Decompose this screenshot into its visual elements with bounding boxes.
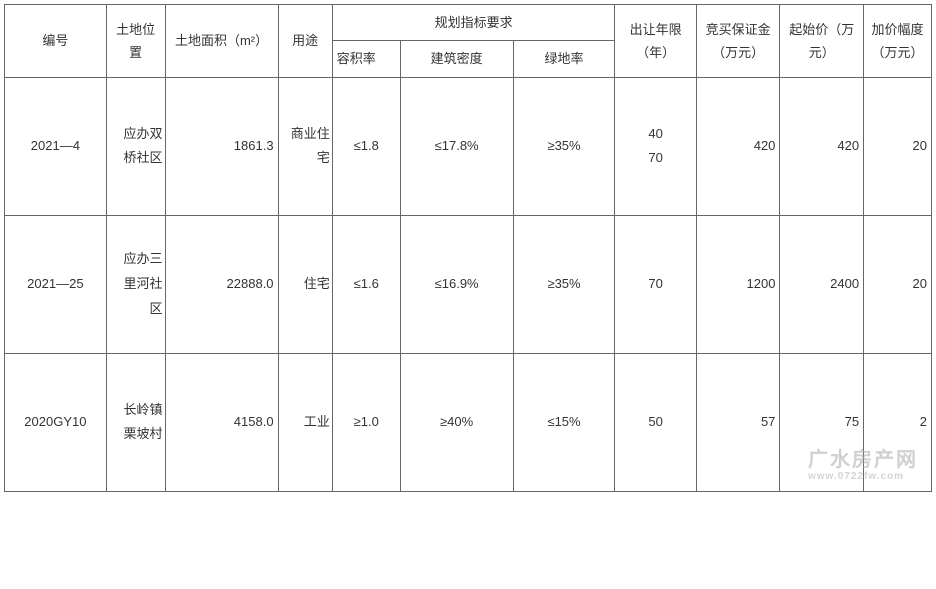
header-green: 绿地率 (513, 41, 615, 77)
cell-far: ≤1.6 (332, 215, 400, 353)
cell-term: 50 (615, 353, 696, 491)
land-listing-table: 编号 土地位置 土地面积（m²） 用途 规划指标要求 出让年限（年） 竞买保证金… (4, 4, 932, 492)
cell-location: 长岭镇栗坡村 (106, 353, 165, 491)
cell-far: ≥1.0 (332, 353, 400, 491)
cell-density: ≥40% (400, 353, 513, 491)
header-area: 土地面积（m²） (165, 5, 278, 78)
cell-location: 应办三里河社区 (106, 215, 165, 353)
cell-start-price: 75 (780, 353, 864, 491)
cell-area: 22888.0 (165, 215, 278, 353)
cell-location: 应办双桥社区 (106, 77, 165, 215)
header-far: 容积率 (332, 41, 400, 77)
table-body: 2021—4 应办双桥社区 1861.3 商业住宅 ≤1.8 ≤17.8% ≥3… (5, 77, 932, 491)
header-location: 土地位置 (106, 5, 165, 78)
header-increment: 加价幅度（万元） (864, 5, 932, 78)
header-deposit: 竞买保证金（万元） (696, 5, 780, 78)
cell-area: 4158.0 (165, 353, 278, 491)
table-row: 2021—25 应办三里河社区 22888.0 住宅 ≤1.6 ≤16.9% ≥… (5, 215, 932, 353)
cell-use: 住宅 (278, 215, 332, 353)
header-density: 建筑密度 (400, 41, 513, 77)
cell-term: 70 (615, 215, 696, 353)
header-planning-group: 规划指标要求 (332, 5, 615, 41)
cell-id: 2021—4 (5, 77, 107, 215)
table-row: 2020GY10 长岭镇栗坡村 4158.0 工业 ≥1.0 ≥40% ≤15%… (5, 353, 932, 491)
cell-deposit: 57 (696, 353, 780, 491)
table-row: 2021—4 应办双桥社区 1861.3 商业住宅 ≤1.8 ≤17.8% ≥3… (5, 77, 932, 215)
cell-increment: 20 (864, 215, 932, 353)
cell-far: ≤1.8 (332, 77, 400, 215)
cell-use: 商业住宅 (278, 77, 332, 215)
cell-area: 1861.3 (165, 77, 278, 215)
header-start-price: 起始价（万元） (780, 5, 864, 78)
header-term: 出让年限（年） (615, 5, 696, 78)
cell-id: 2021—25 (5, 215, 107, 353)
cell-green: ≤15% (513, 353, 615, 491)
cell-use: 工业 (278, 353, 332, 491)
table-header: 编号 土地位置 土地面积（m²） 用途 规划指标要求 出让年限（年） 竞买保证金… (5, 5, 932, 78)
cell-increment: 2 (864, 353, 932, 491)
cell-deposit: 1200 (696, 215, 780, 353)
cell-start-price: 2400 (780, 215, 864, 353)
cell-increment: 20 (864, 77, 932, 215)
cell-green: ≥35% (513, 77, 615, 215)
cell-term: 40 70 (615, 77, 696, 215)
cell-id: 2020GY10 (5, 353, 107, 491)
header-id: 编号 (5, 5, 107, 78)
cell-deposit: 420 (696, 77, 780, 215)
cell-density: ≤16.9% (400, 215, 513, 353)
cell-density: ≤17.8% (400, 77, 513, 215)
cell-green: ≥35% (513, 215, 615, 353)
header-use: 用途 (278, 5, 332, 78)
cell-start-price: 420 (780, 77, 864, 215)
